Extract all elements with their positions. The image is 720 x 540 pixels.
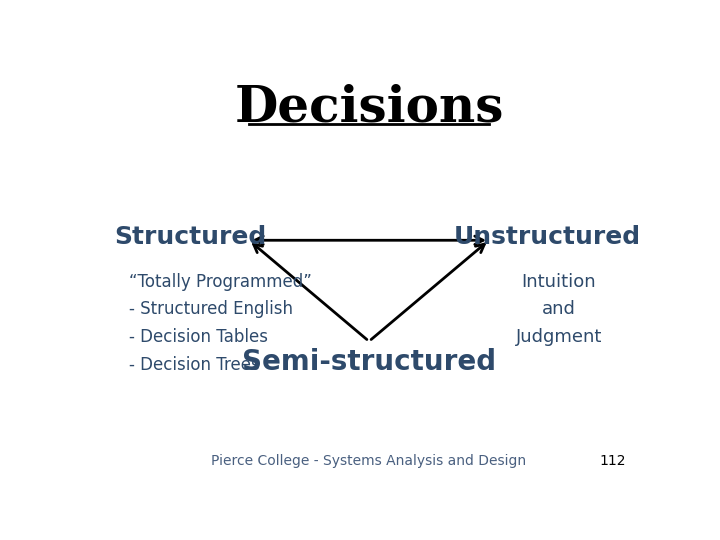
Text: Semi-structured: Semi-structured [242,348,496,376]
Text: 112: 112 [599,454,626,468]
Text: Structured: Structured [114,225,266,249]
Text: “Totally Programmed”
- Structured English
- Decision Tables
- Decision Trees: “Totally Programmed” - Structured Englis… [129,273,312,374]
Text: Intuition
and
Judgment: Intuition and Judgment [516,273,602,346]
Text: Pierce College - Systems Analysis and Design: Pierce College - Systems Analysis and De… [212,454,526,468]
Text: Decisions: Decisions [234,84,504,133]
Text: Unstructured: Unstructured [454,225,641,249]
